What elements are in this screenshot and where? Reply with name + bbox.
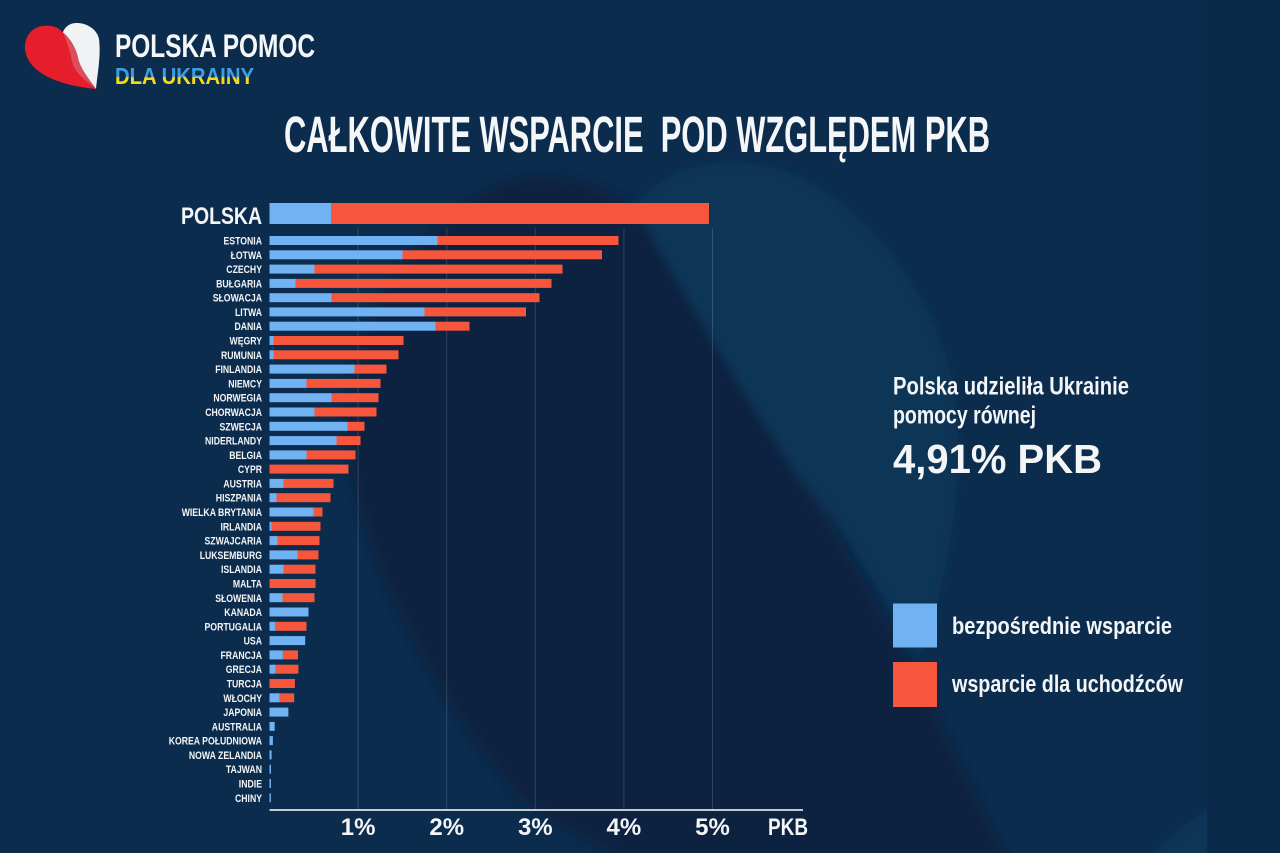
svg-text:KOREA POŁUDNIOWA: KOREA POŁUDNIOWA: [169, 736, 262, 748]
svg-text:ESTONIA: ESTONIA: [224, 236, 263, 248]
svg-text:ISLANDIA: ISLANDIA: [221, 564, 262, 576]
svg-text:4,91% PKB: 4,91% PKB: [893, 436, 1102, 482]
svg-text:AUSTRIA: AUSTRIA: [223, 478, 262, 490]
svg-text:CHINY: CHINY: [235, 793, 263, 805]
svg-text:PKB: PKB: [768, 814, 808, 841]
svg-text:CYPR: CYPR: [238, 464, 262, 476]
svg-text:CZECHY: CZECHY: [226, 264, 262, 276]
svg-text:LITWA: LITWA: [235, 307, 262, 319]
svg-text:Polska udzieliła Ukrainie: Polska udzieliła Ukrainie: [893, 373, 1129, 401]
svg-text:DANIA: DANIA: [235, 321, 263, 333]
svg-text:1%: 1%: [341, 814, 376, 841]
svg-text:MALTA: MALTA: [233, 579, 262, 591]
svg-text:WŁOCHY: WŁOCHY: [223, 693, 262, 705]
svg-text:ŁOTWA: ŁOTWA: [231, 250, 262, 262]
svg-text:2%: 2%: [429, 814, 464, 841]
svg-text:CHORWACJA: CHORWACJA: [205, 407, 262, 419]
svg-text:POLSKA: POLSKA: [181, 203, 262, 230]
svg-text:CAŁKOWITE WSPARCIE POD WZGLĘD: CAŁKOWITE WSPARCIE POD WZGLĘDEM PKB: [284, 106, 990, 163]
svg-text:AUSTRALIA: AUSTRALIA: [212, 721, 262, 733]
svg-text:NIEMCY: NIEMCY: [228, 378, 262, 390]
svg-text:NOWA ZELANDIA: NOWA ZELANDIA: [189, 750, 262, 762]
svg-text:IRLANDIA: IRLANDIA: [221, 521, 263, 533]
svg-text:GRECJA: GRECJA: [226, 664, 262, 676]
svg-text:SŁOWENIA: SŁOWENIA: [215, 593, 262, 605]
svg-text:RUMUNIA: RUMUNIA: [221, 350, 262, 362]
svg-text:TURCJA: TURCJA: [227, 679, 262, 691]
svg-text:SZWECJA: SZWECJA: [220, 421, 263, 433]
svg-text:KANADA: KANADA: [224, 607, 262, 619]
svg-text:INDIE: INDIE: [239, 779, 262, 791]
svg-text:3%: 3%: [518, 814, 553, 841]
svg-text:NIDERLANDY: NIDERLANDY: [205, 436, 263, 448]
svg-text:POLSKA POMOC: POLSKA POMOC: [115, 28, 315, 64]
svg-text:wsparcie dla uchodźców: wsparcie dla uchodźców: [951, 671, 1183, 698]
svg-text:bezpośrednie wsparcie: bezpośrednie wsparcie: [952, 613, 1172, 640]
svg-text:LUKSEMBURG: LUKSEMBURG: [200, 550, 262, 562]
svg-text:USA: USA: [244, 636, 262, 648]
svg-text:PORTUGALIA: PORTUGALIA: [205, 621, 263, 633]
svg-text:HISZPANIA: HISZPANIA: [216, 493, 262, 505]
svg-text:WIELKA BRYTANIA: WIELKA BRYTANIA: [182, 507, 262, 519]
svg-text:SZWAJCARIA: SZWAJCARIA: [205, 536, 263, 548]
svg-text:WĘGRY: WĘGRY: [230, 336, 263, 348]
svg-text:FINLANDIA: FINLANDIA: [215, 364, 262, 376]
svg-text:4%: 4%: [607, 814, 642, 841]
svg-text:SŁOWACJA: SŁOWACJA: [213, 293, 262, 305]
svg-text:DLA UKRAINY: DLA UKRAINY: [115, 63, 254, 89]
svg-text:BUŁGARIA: BUŁGARIA: [216, 278, 262, 290]
svg-text:JAPONIA: JAPONIA: [223, 707, 262, 719]
svg-text:TAJWAN: TAJWAN: [226, 764, 262, 776]
svg-text:5%: 5%: [695, 814, 730, 841]
svg-text:pomocy równej: pomocy równej: [893, 402, 1036, 430]
svg-text:NORWEGIA: NORWEGIA: [213, 393, 262, 405]
svg-text:FRANCJA: FRANCJA: [221, 650, 263, 662]
svg-text:BELGIA: BELGIA: [229, 450, 262, 462]
